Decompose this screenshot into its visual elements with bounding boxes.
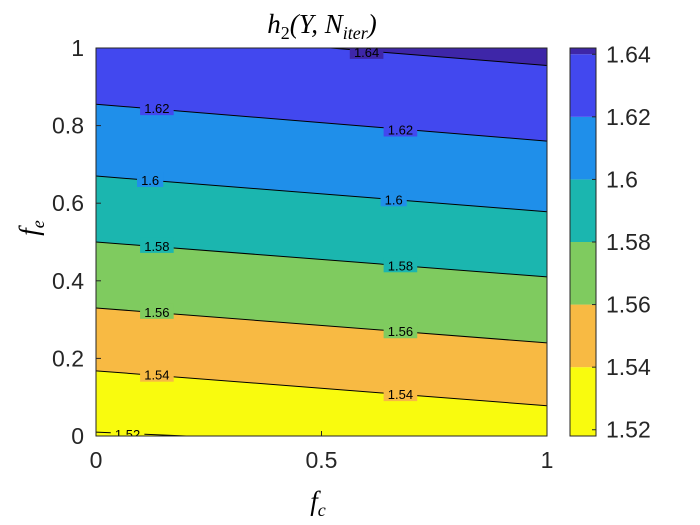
colorbar-tick-label: 1.52 <box>606 417 651 443</box>
plot-area: 1.52 1.54 1.56 1.58 1.6 1.62 1.54 1.56 1.58 1.6 1.… <box>96 45 547 442</box>
y-tick-label: 0.8 <box>52 113 84 139</box>
contour-label: 1.64 <box>354 45 379 60</box>
colorbar-segment <box>570 48 596 55</box>
colorbar-tick-label: 1.54 <box>606 354 651 380</box>
contour-label: 1.6 <box>141 173 159 188</box>
colorbar-segment <box>570 179 596 242</box>
contour-label-bg <box>140 303 174 319</box>
x-axis-label: fc <box>310 486 326 520</box>
contour-label-bg <box>383 323 418 339</box>
y-tick-label: 0 <box>71 423 84 449</box>
contour-label: 1.62 <box>144 101 169 116</box>
colorbar: 1.52 1.54 1.56 1.58 1.6 1.62 1.64 <box>569 41 651 443</box>
contour-line <box>96 175 547 213</box>
x-tick-label: 1 <box>541 447 554 473</box>
contour-label-bg <box>110 426 145 436</box>
axes: 0 0.5 1 0 0.2 0.4 0.6 0.8 1 <box>52 35 553 473</box>
contour-label-bg <box>140 237 174 253</box>
colorbar-segment <box>570 116 596 180</box>
contour-label: 1.52 <box>115 427 140 442</box>
y-tick-label: 0.2 <box>52 345 84 371</box>
chart-title: h2(Y, Niter) <box>267 9 377 43</box>
contour-label: 1.58 <box>144 239 169 254</box>
colorbar-tick-label: 1.6 <box>606 166 638 192</box>
colorbar-segment <box>570 304 596 368</box>
x-tick-label: 0.5 <box>306 447 338 473</box>
contour-label: 1.54 <box>144 368 169 383</box>
y-tick-label: 1 <box>71 35 84 61</box>
y-tick-label: 0.6 <box>52 190 84 216</box>
contour-label: 1.6 <box>385 192 403 207</box>
contour-label-bg <box>383 257 418 273</box>
contour-label-bg <box>137 171 164 187</box>
contour-label-bg <box>380 191 407 207</box>
colorbar-segment <box>570 242 596 305</box>
contour-label: 1.62 <box>388 122 413 137</box>
colorbar-tick-label: 1.64 <box>606 41 651 67</box>
contour-label: 1.56 <box>144 305 169 320</box>
x-tick-label: 0 <box>90 447 103 473</box>
contour-label-bg <box>140 100 174 116</box>
y-axis-label: fe <box>14 220 48 236</box>
colorbar-segment <box>570 54 596 117</box>
contour-label-bg <box>349 48 384 59</box>
y-tick-label: 0.4 <box>52 268 84 294</box>
colorbar-segment <box>570 367 596 436</box>
contour-label: 1.56 <box>388 324 413 339</box>
contour-label-bg <box>383 386 418 402</box>
contour-label-bg <box>140 366 174 382</box>
contour-label: 1.54 <box>388 387 413 402</box>
colorbar-tick-label: 1.62 <box>606 104 651 130</box>
contour-band <box>96 48 547 142</box>
contour-label: 1.58 <box>388 258 413 273</box>
colorbar-tick-label: 1.58 <box>606 229 651 255</box>
contour-label-bg <box>383 121 418 137</box>
colorbar-tick-label: 1.56 <box>606 292 651 318</box>
